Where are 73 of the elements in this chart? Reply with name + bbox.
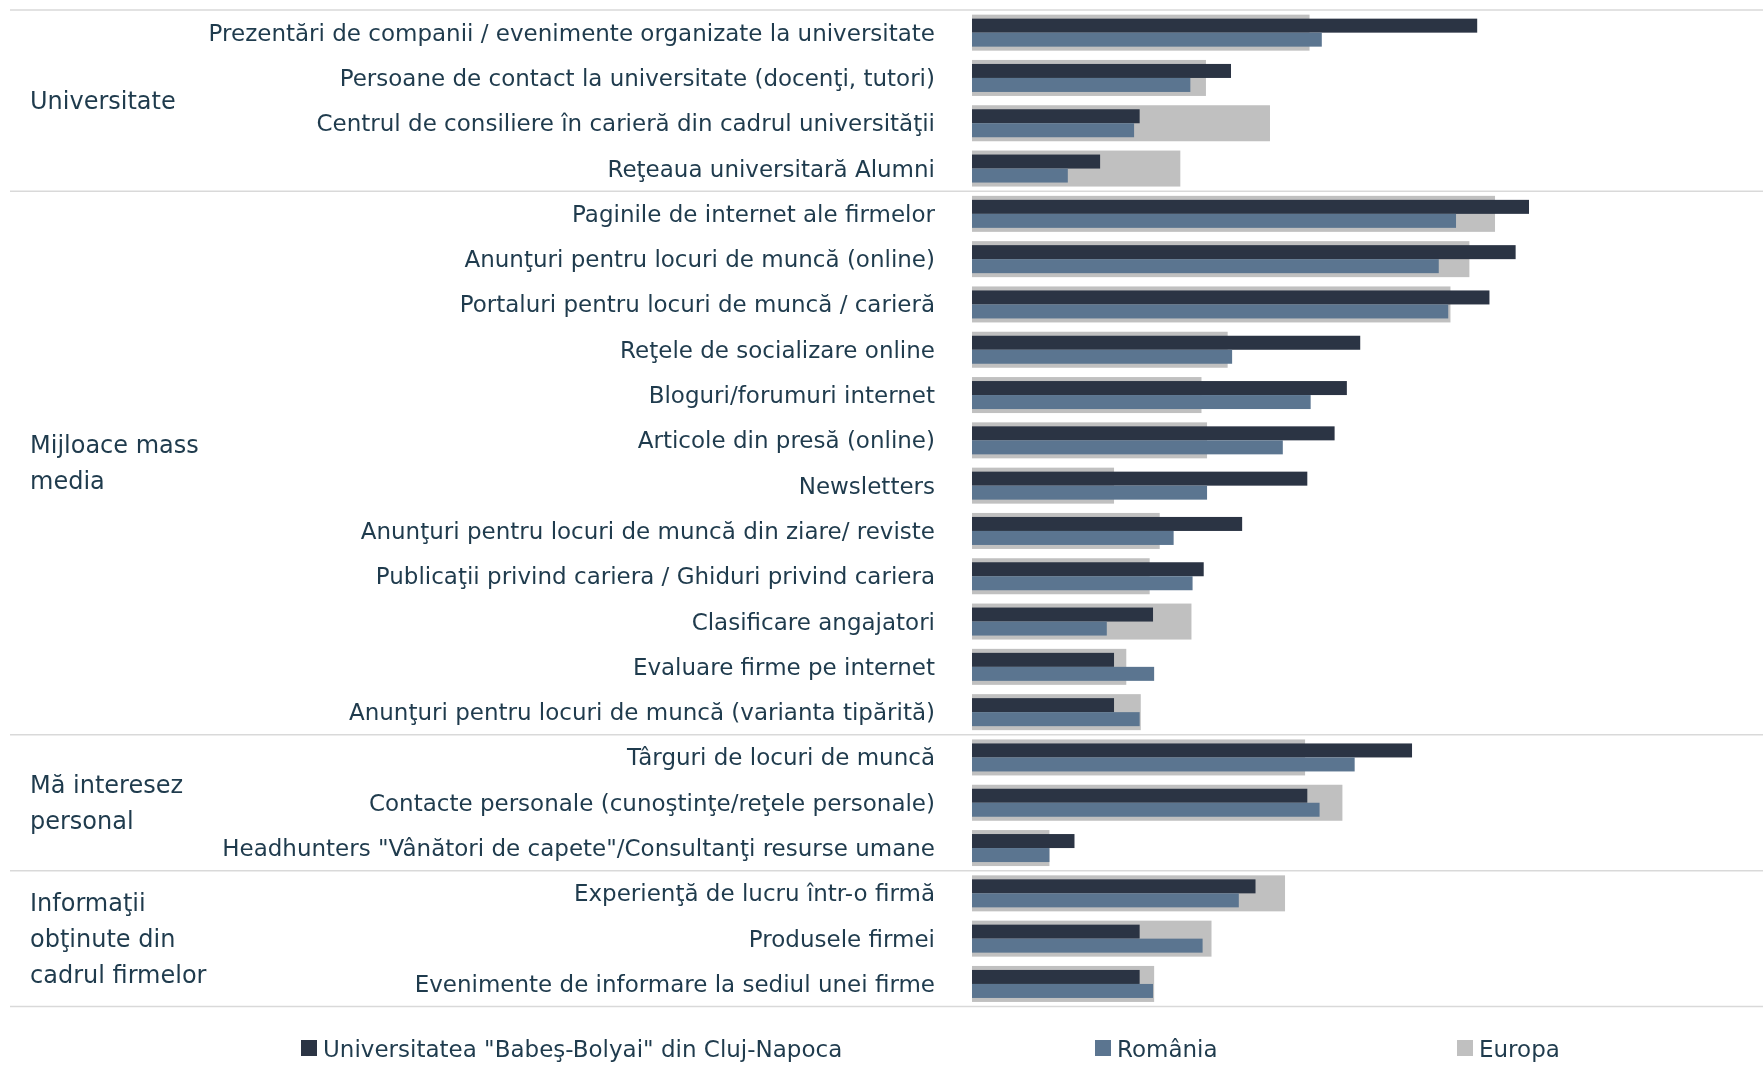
bar: [972, 440, 1283, 455]
bar: [972, 259, 1439, 274]
y-tick-label: Reţele de socializare online: [620, 336, 935, 363]
legend-label: România: [1117, 1036, 1218, 1062]
bar: [972, 848, 1050, 863]
bar: [972, 18, 1478, 33]
text: Informaţii obţinute din cadrul firmelor: [30, 888, 207, 989]
bar: [972, 666, 1155, 681]
bar: [972, 63, 1232, 78]
y-tick-label: Reţeaua universitară Alumni: [607, 155, 935, 182]
y-tick-label: Târguri de locuri de muncă: [625, 744, 935, 771]
bar: [972, 154, 1101, 169]
bar: [972, 349, 1233, 364]
bar: [972, 335, 1361, 350]
text: Universitate: [30, 86, 176, 115]
y-tick-label: Experienţă de lucru într-o firmă: [573, 880, 935, 907]
bar: [972, 199, 1529, 214]
bar: [972, 834, 1075, 849]
y-tick-label: Publicaţii privind cariera / Ghiduri privind cariera: [375, 563, 935, 590]
bar: [972, 530, 1174, 545]
y-tick-label: Centrul de consiliere în carieră din cadrul universităţii: [316, 110, 935, 137]
bar: [972, 77, 1191, 92]
y-tick-label: Contacte personale (cunoştinţe/reţele personale): [368, 789, 935, 816]
legend-label: Universitatea "Babeş-Bolyai" din Cluj-Napoca: [323, 1036, 843, 1062]
y-tick-label: Anunţuri pentru locuri de muncă (varianta tipărită): [348, 699, 935, 726]
bar: [972, 168, 1068, 183]
bar: [972, 757, 1355, 772]
y-tick-label: Clasificare angajatori: [691, 608, 935, 635]
bar: [972, 621, 1107, 636]
y-tick-label: Newsletters: [798, 472, 935, 499]
bar: [972, 562, 1204, 577]
bar: [972, 802, 1320, 817]
bar: [972, 290, 1490, 305]
bar: [972, 924, 1140, 939]
y-tick-label: Prezentări de companii / evenimente organizate la universitate: [208, 19, 935, 46]
bar: [972, 213, 1457, 228]
bar: [972, 471, 1308, 486]
bar: [972, 712, 1140, 727]
y-tick-label: Anunţuri pentru locuri de muncă din ziare/ reviste: [360, 517, 935, 544]
bar: [972, 516, 1243, 531]
bar: [972, 426, 1335, 441]
y-tick-label: Headhunters "Vânători de capete"/Consultanţi resurse umane: [222, 835, 935, 862]
y-tick-label: Evenimente de informare la sediul unei firme: [414, 970, 935, 997]
bar: [972, 245, 1516, 260]
bar: [972, 32, 1322, 47]
legend-label: Europa: [1479, 1036, 1560, 1062]
bar: [972, 788, 1308, 803]
y-tick-label: Bloguri/forumuri internet: [648, 382, 935, 409]
bar: [972, 743, 1413, 758]
bar: [972, 109, 1140, 124]
y-tick-label: Portaluri pentru locuri de muncă / carieră: [459, 291, 935, 318]
text: Mijloace mass media: [30, 431, 199, 495]
y-tick-label: Persoane de contact la universitate (docenţi, tutori): [339, 64, 935, 91]
bar: [972, 983, 1154, 998]
bar: [972, 395, 1311, 410]
bar: [972, 607, 1154, 622]
bar: [972, 304, 1449, 319]
bar: [972, 879, 1256, 894]
bar: [972, 576, 1193, 591]
y-tick-label: Produsele firmei: [748, 925, 935, 952]
bar: [972, 123, 1135, 138]
y-tick-label: Paginile de internet ale firmelor: [571, 200, 936, 227]
bar: [972, 938, 1203, 953]
y-tick-label: Evaluare firme pe internet: [632, 653, 935, 680]
bar: [972, 893, 1239, 908]
bar: [972, 652, 1115, 667]
y-tick-label: Articole din presă (online): [637, 427, 935, 454]
y-tick-label: Anunţuri pentru locuri de muncă (online): [464, 246, 935, 273]
bar: [972, 698, 1115, 713]
bar: [972, 485, 1208, 500]
text: Mă interesez personal: [30, 770, 184, 835]
bar: [972, 969, 1140, 984]
bar: [972, 381, 1347, 396]
